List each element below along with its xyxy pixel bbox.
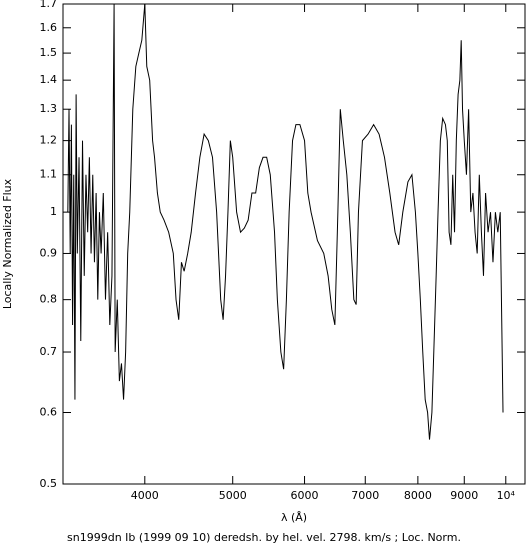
x-tick-label: 7000 (351, 489, 379, 502)
x-tick-label: 5000 (219, 489, 247, 502)
y-tick-label: 1 (50, 205, 57, 218)
y-tick-label: 1.4 (40, 73, 58, 86)
y-tick-label: 1.2 (40, 134, 58, 147)
plot-frame (62, 3, 526, 485)
y-tick-label: 0.6 (40, 405, 58, 418)
x-tick-label: 6000 (291, 489, 319, 502)
y-tick-label: 0.7 (40, 345, 58, 358)
x-axis-label: λ (Å) (281, 511, 307, 524)
y-tick-label: 1.1 (40, 168, 58, 181)
y-tick-label: 1.5 (40, 46, 58, 59)
y-tick-label: 1.6 (40, 21, 58, 34)
y-tick-label: 1.3 (40, 102, 58, 115)
y-tick-label: 0.8 (40, 293, 58, 306)
x-tick-label: 9000 (450, 489, 478, 502)
y-tick-label: 1.7 (40, 0, 58, 10)
y-tick-label: 0.5 (40, 477, 58, 490)
spectrum-line (67, 3, 504, 440)
x-tick-label: 10⁴ (497, 489, 516, 502)
chart-title: sn1999dn Ib (1999 09 10) deredsh. by hel… (67, 531, 461, 544)
x-tick-label: 8000 (404, 489, 432, 502)
y-tick-label: 0.9 (40, 246, 58, 259)
x-tick-label: 4000 (131, 489, 159, 502)
y-axis-label: Locally Normalized Flux (1, 178, 14, 309)
